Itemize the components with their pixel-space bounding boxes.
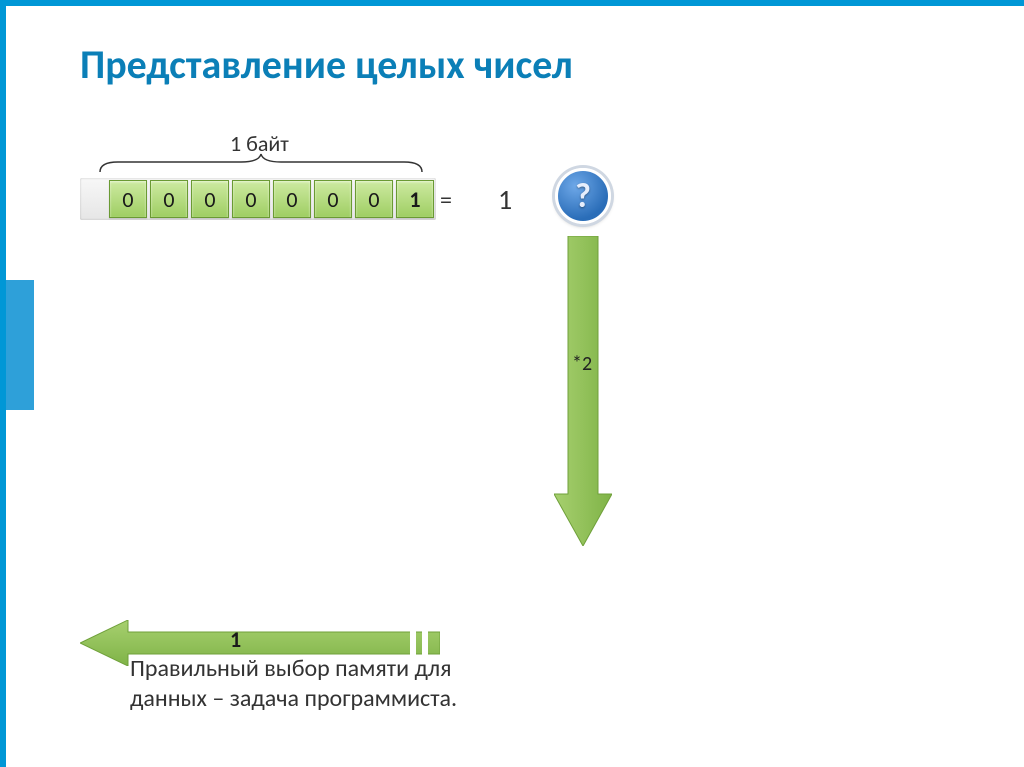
left-arrow-label: 1 <box>230 626 241 653</box>
bit-cell-2: 0 <box>191 180 229 218</box>
bit-cell-1: 0 <box>150 180 188 218</box>
footer-line-1: Правильный выбор памяти для <box>130 654 452 683</box>
footer-line-2: данных – задача программиста. <box>130 684 457 713</box>
side-accent-block <box>6 280 34 410</box>
footer-text: Правильный выбор памяти для данных – зад… <box>130 654 457 714</box>
page-title: Представление целых чисел <box>80 40 573 89</box>
bit-cell-5: 0 <box>314 180 352 218</box>
bit-cell-3: 0 <box>232 180 270 218</box>
result-value: 1 <box>498 182 512 217</box>
equals-sign: = <box>440 186 452 215</box>
down-arrow-label: *2 <box>572 352 592 376</box>
question-icon-glyph: ? <box>575 176 591 217</box>
bit-cell-4: 0 <box>273 180 311 218</box>
bit-cell-6: 0 <box>355 180 393 218</box>
bit-cell-7: 1 <box>396 180 434 218</box>
bit-cell-0: 0 <box>109 180 147 218</box>
frame-border-top <box>0 0 1024 6</box>
bit-row-lead <box>82 180 106 218</box>
bit-row: 0 0 0 0 0 0 0 1 <box>80 178 436 220</box>
question-icon: ? <box>555 168 611 224</box>
down-arrow <box>554 236 612 546</box>
byte-brace <box>98 152 424 174</box>
